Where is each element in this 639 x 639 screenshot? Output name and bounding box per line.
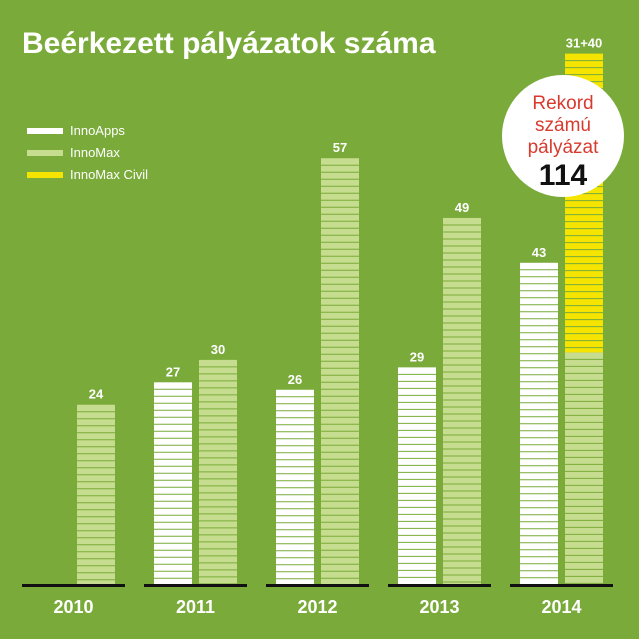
record-badge-number: 114 [539, 159, 588, 192]
legend-label-innomax-civil: InnoMax Civil [70, 167, 148, 182]
record-badge-line1: Rekord [532, 93, 593, 114]
data-label-2012-26: 26 [288, 372, 302, 387]
data-label-2010-24: 24 [89, 387, 104, 402]
data-label-2013-29: 29 [410, 349, 424, 364]
legend-swatch-innomax-civil [27, 172, 63, 178]
baseline-2012 [266, 584, 369, 587]
baselines [22, 584, 613, 587]
bar-innoapps-2011 [154, 382, 192, 584]
tick-label-2011: 2011 [176, 597, 215, 617]
baseline-2013 [388, 584, 491, 587]
bar-innomax-2013 [443, 217, 481, 584]
tick-label-2010: 2010 [53, 597, 93, 617]
legend-label-innomax: InnoMax [70, 145, 120, 160]
chart-title: Beérkezett pályázatok száma [22, 27, 436, 60]
data-label-2011-27: 27 [166, 364, 180, 379]
bar-innomax-2014 [565, 352, 603, 584]
tick-label-2014: 2014 [541, 597, 581, 617]
tick-label-2013: 2013 [419, 597, 459, 617]
record-badge-line2: számú [535, 115, 591, 136]
tick-labels: 2010 2011 2012 2013 2014 [53, 597, 581, 617]
data-label-2012-57: 57 [333, 140, 347, 155]
baseline-2010 [22, 584, 125, 587]
record-badge: Rekord számú pályázat 114 [502, 75, 624, 197]
data-label-2014-31-40: 31+40 [566, 36, 603, 51]
record-badge-line3: pályázat [528, 137, 599, 158]
data-label-2013-49: 49 [455, 200, 469, 215]
tick-label-2012: 2012 [297, 597, 337, 617]
legend-swatch-innoapps [27, 128, 63, 134]
legend-swatch-innomax [27, 150, 63, 156]
record-badge-circle [502, 75, 624, 197]
legend: InnoApps InnoMax InnoMax Civil [27, 123, 148, 182]
data-label-2014-43: 43 [532, 245, 546, 260]
data-label-2011-30: 30 [211, 342, 225, 357]
bar-innomax-2012 [321, 158, 359, 584]
legend-label-innoapps: InnoApps [70, 123, 125, 138]
bar-innoapps-2012 [276, 389, 314, 584]
baseline-2014 [510, 584, 613, 587]
baseline-2011 [144, 584, 247, 587]
bar-innomax-2010 [77, 404, 115, 584]
value-labels: 24 27 30 26 57 29 49 43 31+40 [89, 36, 602, 402]
bar-innoapps-2013 [398, 367, 436, 584]
